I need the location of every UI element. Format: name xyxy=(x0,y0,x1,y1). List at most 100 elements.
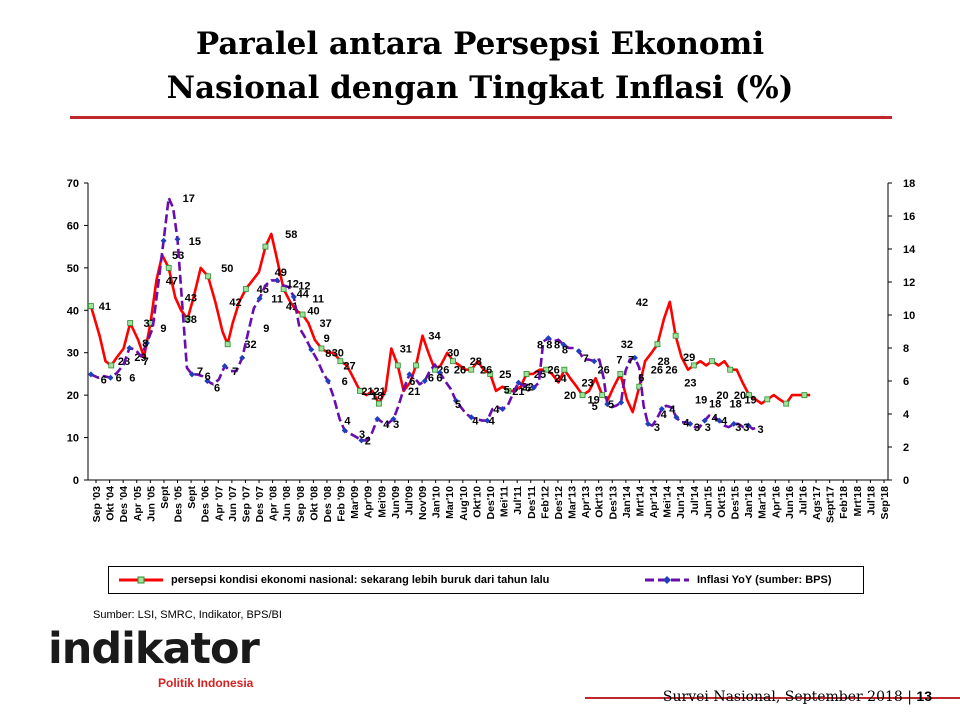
data-label-persepsi: 40 xyxy=(307,305,319,317)
data-label-persepsi: 34 xyxy=(428,331,441,343)
point-inflasi xyxy=(499,406,506,413)
point-inflasi xyxy=(406,371,413,378)
x-tick-label: Apr'14 xyxy=(648,486,660,518)
data-label-persepsi: 27 xyxy=(343,360,355,372)
x-tick-label: Apr '08 xyxy=(268,486,280,521)
x-tick-label: Okt '08 xyxy=(308,486,320,521)
data-label-inflasi: 12 xyxy=(287,279,299,291)
data-label-inflasi: 4 xyxy=(489,416,496,428)
x-tick-label: Des'13 xyxy=(607,486,619,520)
data-label-persepsi: 18 xyxy=(709,399,721,411)
y-right-tick-label: 16 xyxy=(903,211,915,223)
point-inflasi xyxy=(468,414,475,421)
point-persepsi xyxy=(746,392,752,399)
data-label-persepsi: 26 xyxy=(665,365,677,377)
data-label-inflasi: 6 xyxy=(525,383,531,395)
x-tick-label: Jul'14 xyxy=(689,486,701,516)
data-label-inflasi: 3 xyxy=(705,422,711,434)
data-label-inflasi: 7 xyxy=(616,355,622,367)
x-tick-label: Feb'18 xyxy=(838,486,850,519)
point-inflasi xyxy=(673,414,680,421)
point-inflasi xyxy=(658,406,665,413)
data-label-persepsi: 26 xyxy=(454,365,466,377)
data-label-persepsi: 38 xyxy=(185,314,197,326)
x-tick-label: Mrt'18 xyxy=(852,486,864,517)
point-persepsi xyxy=(764,396,771,403)
data-label-inflasi: 3 xyxy=(757,424,763,436)
point-persepsi xyxy=(672,332,679,339)
data-label-inflasi: 9 xyxy=(324,333,330,345)
data-label-persepsi: 26 xyxy=(548,365,560,377)
data-label-inflasi: 4 xyxy=(383,419,390,431)
point-inflasi xyxy=(87,371,94,378)
x-tick-label: Des '06 xyxy=(200,486,212,523)
y-right-tick-label: 0 xyxy=(903,475,909,487)
data-label-inflasi: 8 xyxy=(554,340,560,352)
data-label-persepsi: 19 xyxy=(588,394,600,406)
point-inflasi xyxy=(730,420,737,427)
indikator-logo: indikator xyxy=(48,622,260,676)
data-label-inflasi: 6 xyxy=(205,371,211,383)
point-inflasi xyxy=(221,363,228,370)
point-inflasi xyxy=(591,358,598,365)
data-label-persepsi: 19 xyxy=(744,394,756,406)
data-label-inflasi: 4 xyxy=(721,416,728,428)
data-label-inflasi: 8 xyxy=(325,348,331,360)
y-left-tick-label: 50 xyxy=(67,263,79,275)
data-label-inflasi: 4 xyxy=(712,412,719,424)
point-inflasi xyxy=(618,399,625,406)
point-persepsi xyxy=(543,366,550,373)
x-tick-label: Jan'16 xyxy=(743,486,755,518)
data-label-inflasi: 6 xyxy=(428,373,434,385)
data-label-inflasi: 4 xyxy=(472,416,479,428)
data-label-inflasi: 9 xyxy=(263,323,269,335)
slide-title: Paralel antara Persepsi Ekonomi Nasional… xyxy=(0,22,960,110)
x-tick-label: Sept xyxy=(186,486,198,509)
data-label-inflasi: 8 xyxy=(142,338,148,350)
point-inflasi xyxy=(437,369,443,376)
point-inflasi xyxy=(204,378,211,384)
point-inflasi xyxy=(341,427,348,434)
x-tick-label: Jul'09 xyxy=(403,486,415,516)
data-label-inflasi: 7 xyxy=(232,366,238,378)
point-inflasi xyxy=(390,415,397,422)
point-inflasi xyxy=(645,420,651,427)
data-label-inflasi: 6 xyxy=(638,373,644,385)
data-label-persepsi: 18 xyxy=(371,391,383,403)
x-tick-label: Sep '07 xyxy=(240,486,252,523)
data-label-inflasi: 6 xyxy=(116,373,122,385)
point-persepsi xyxy=(376,400,382,407)
data-label-persepsi: 47 xyxy=(166,276,178,288)
footer-separator: | xyxy=(907,689,912,705)
data-label-persepsi: 50 xyxy=(221,263,233,275)
point-persepsi xyxy=(783,400,790,407)
data-label-inflasi: 5 xyxy=(504,384,510,396)
page-number: 13 xyxy=(916,688,932,704)
legend-label-persepsi: persepsi kondisi ekonomi nasional: sekar… xyxy=(171,574,550,586)
point-persepsi xyxy=(88,303,94,309)
point-inflasi xyxy=(107,374,114,381)
x-tick-label: Okt'10 xyxy=(471,486,483,518)
y-right-tick-label: 6 xyxy=(903,376,909,388)
data-label-inflasi: 2 xyxy=(365,435,371,447)
x-tick-label: Mar'13 xyxy=(567,486,579,519)
point-persepsi xyxy=(224,341,231,348)
point-inflasi xyxy=(545,335,552,342)
data-label-persepsi: 21 xyxy=(361,386,373,398)
y-right-tick-label: 12 xyxy=(903,277,915,289)
legend-swatch-persepsi xyxy=(119,576,163,584)
data-label-inflasi: 4 xyxy=(683,417,690,429)
point-persepsi xyxy=(709,358,715,365)
data-label-inflasi: 8 xyxy=(537,340,543,352)
data-label-inflasi: 4 xyxy=(661,409,668,421)
x-tick-label: Jan'14 xyxy=(621,486,633,518)
point-inflasi xyxy=(701,417,708,424)
x-tick-label: Feb'12 xyxy=(539,486,551,519)
point-persepsi xyxy=(690,362,697,369)
point-persepsi xyxy=(127,320,134,326)
point-persepsi xyxy=(184,315,191,322)
data-label-inflasi: 5 xyxy=(608,399,614,411)
point-persepsi xyxy=(450,358,456,365)
footer: Survei Nasional, September 2018 | 13 xyxy=(663,688,932,705)
logo-subtitle: Politik Indonesia xyxy=(158,676,254,690)
